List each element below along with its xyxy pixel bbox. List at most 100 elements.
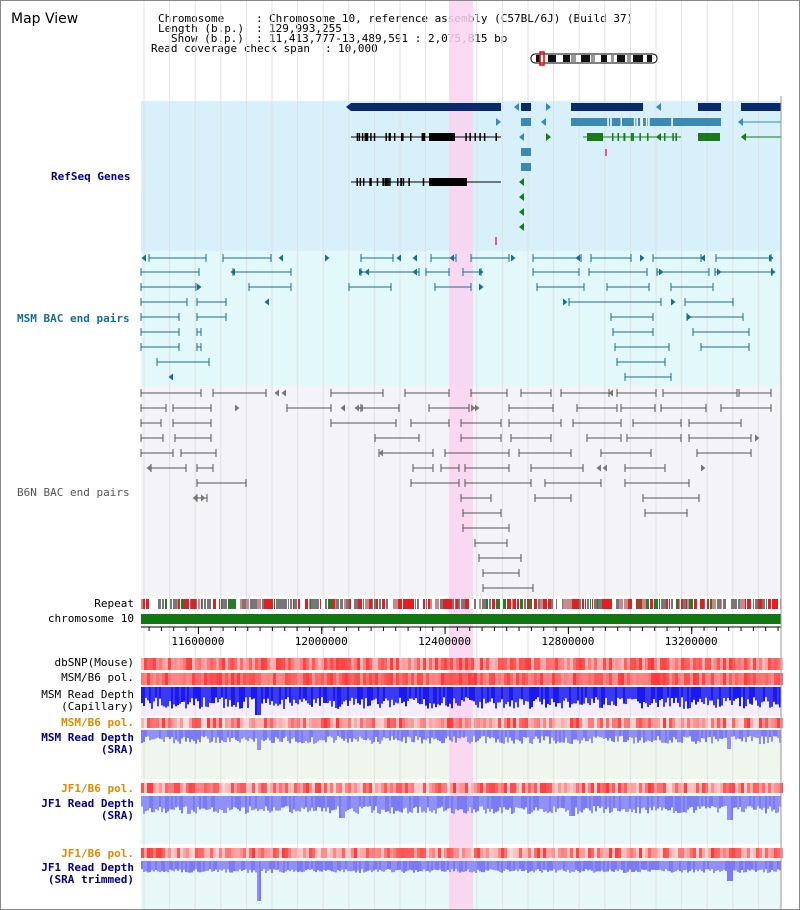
msm-depth-sra-bar — [599, 730, 601, 738]
repeat-element — [582, 599, 584, 609]
msm-b6-pol-heat-cell — [531, 718, 534, 728]
msm-b6-pol-heat-cell — [231, 718, 234, 728]
msm-depth-capillary-bar — [177, 687, 179, 706]
jf1-b6-pol-heat-cell — [264, 783, 267, 793]
jf1-depth-sra-bar — [475, 796, 477, 813]
jf1-b6-pol-heat-cell — [375, 783, 378, 793]
msm-depth-capillary-bar — [289, 687, 291, 703]
jf1-depth-sra-bar — [247, 796, 249, 813]
dbsnp-heat-cell — [498, 658, 501, 670]
msm-depth-sra-bar — [277, 730, 279, 739]
chromosome-ideogram[interactable] — [530, 51, 658, 66]
msm-depth-sra-bar — [745, 730, 747, 743]
msm-b6-pol-heat-cell — [576, 718, 579, 728]
repeat-element — [592, 599, 593, 609]
repeat-element — [150, 599, 154, 609]
jf1-b6-pol-heat-cell — [279, 848, 282, 858]
msm-depth-sra-bar — [287, 730, 289, 742]
dbsnp-heat-cell — [396, 658, 399, 670]
repeat-element — [721, 599, 722, 609]
jf1-b6-pol-heat-cell — [624, 848, 627, 858]
jf1-depth-sra-bar — [253, 796, 255, 810]
msm-depth-sra-bar — [241, 730, 243, 739]
jf1-b6-pol-heat-cell — [372, 848, 375, 858]
jf1-depth-sra-bar — [491, 796, 493, 809]
jf1-depth-trimmed-bar — [675, 861, 677, 872]
jf1-b6-pol-heat-cell — [696, 848, 699, 858]
repeat-element — [449, 599, 452, 609]
dbsnp-heat-cell — [579, 658, 582, 670]
jf1-b6-pol-heat-cell — [720, 848, 723, 858]
jf1-b6-pol-heat-cell — [729, 848, 732, 858]
gene-exon — [364, 133, 367, 141]
repeat-element — [465, 599, 469, 609]
repeat-element — [382, 599, 385, 609]
msm-depth-sra-bar — [329, 730, 331, 737]
jf1-depth-sra-bar — [399, 796, 401, 812]
dbsnp-heat-cell — [213, 658, 216, 670]
msm-depth-capillary-bar — [735, 687, 737, 699]
msm-depth-sra-bar — [643, 730, 645, 743]
msm-b6-pol-heat-cell — [348, 673, 351, 685]
jf1-depth-sra-bar — [159, 796, 161, 807]
jf1-depth-trimmed-bar — [413, 861, 415, 873]
jf1-depth-sra-bar — [401, 796, 403, 813]
gene-exon — [408, 178, 410, 186]
jf1-depth-trimmed-bar — [281, 861, 283, 873]
jf1-b6-pol-heat-cell — [747, 848, 750, 858]
jf1-b6-pol-heat-cell — [450, 783, 453, 793]
msm-b6-pol-heat-cell — [339, 718, 342, 728]
jf1-b6-pol-heat-cell — [441, 848, 444, 858]
jf1-depth-sra-bar — [387, 796, 389, 812]
msm-b6-pol-heat-cell — [456, 673, 459, 685]
jf1-depth-trimmed-bar — [359, 861, 361, 873]
repeat-element — [686, 599, 687, 609]
msm-b6-pol-heat-cell — [387, 718, 390, 728]
jf1-b6-pol-heat-cell — [141, 848, 144, 858]
dbsnp-heat-cell — [609, 658, 612, 670]
jf1-b6-pol-heat-cell — [345, 783, 348, 793]
jf1-b6-pol-heat-cell — [285, 848, 288, 858]
msm-b6-pol-heat-cell — [510, 718, 513, 728]
jf1-b6-pol-heat-cell — [633, 783, 636, 793]
msm-depth-sra-bar — [375, 730, 377, 737]
jf1-depth-trimmed-bar — [329, 861, 331, 871]
jf1-b6-pol-heat-cell — [747, 783, 750, 793]
jf1-b6-pol-heat-cell — [774, 848, 777, 858]
msm-depth-sra-bar — [741, 730, 743, 742]
dbsnp-heat-cell — [261, 658, 264, 670]
dbsnp-heat-cell — [600, 658, 603, 670]
msm-b6-pol-heat-cell — [717, 673, 720, 685]
msm-bac-features[interactable] — [140, 254, 776, 381]
msm-b6-pol-heat-cell — [375, 718, 378, 728]
dbsnp-heat-cell — [291, 658, 294, 670]
jf1-depth-sra-bar — [335, 796, 337, 810]
b6n-bac-features[interactable] — [140, 389, 772, 592]
msm-b6-pol-heat-cell — [747, 673, 750, 685]
msm-depth-sra-bar — [637, 730, 639, 743]
dbsnp-heat-cell — [534, 658, 537, 670]
refseq-gene-features[interactable] — [346, 103, 781, 245]
msm-depth-sra-bar — [171, 730, 173, 738]
msm-depth-sra-bar — [203, 730, 205, 738]
jf1-depth-sra-bar — [735, 796, 737, 808]
jf1-depth-trimmed-bar — [677, 861, 679, 870]
msm-depth-sra-bar — [537, 730, 539, 739]
msm-depth-sra-bar — [397, 730, 399, 741]
msm-b6-pol-heat-cell — [246, 718, 249, 728]
dbsnp-heat-cell — [756, 658, 759, 670]
dbsnp-heat-cell — [381, 658, 384, 670]
gene-exon — [422, 178, 425, 186]
msm-depth-sra-bar — [591, 730, 593, 744]
jf1-b6-pol-heat-cell — [777, 848, 780, 858]
msm-b6-pol-heat-cell — [711, 718, 714, 728]
msm-depth-capillary-bar — [545, 687, 547, 708]
jf1-b6-pol-heat-cell — [639, 783, 642, 793]
msm-depth-capillary-bar — [299, 687, 301, 700]
jf1-depth-trimmed-bar — [151, 861, 153, 871]
gene-block — [429, 178, 467, 186]
msm-depth-sra-bar — [427, 730, 429, 739]
repeat-element — [196, 599, 197, 609]
jf1-b6-pol-heat-cell — [231, 848, 234, 858]
